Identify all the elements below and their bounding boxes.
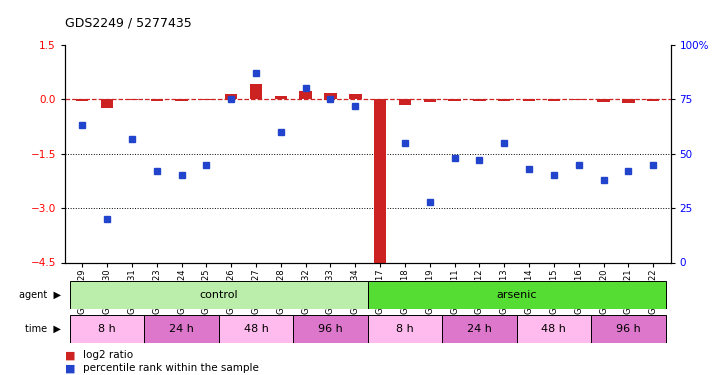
Bar	[523, 99, 535, 101]
Bar	[101, 99, 113, 108]
Bar	[591, 315, 665, 343]
Text: log2 ratio: log2 ratio	[83, 351, 133, 360]
Text: GDS2249 / 5277435: GDS2249 / 5277435	[65, 17, 192, 30]
Bar	[374, 99, 386, 262]
Text: 24 h: 24 h	[169, 324, 194, 334]
Bar	[368, 281, 665, 309]
Text: 8 h: 8 h	[396, 324, 414, 334]
Text: time  ▶: time ▶	[25, 324, 61, 334]
Bar	[70, 315, 144, 343]
Bar	[151, 99, 163, 101]
Bar	[399, 99, 411, 105]
Text: percentile rank within the sample: percentile rank within the sample	[83, 363, 259, 373]
Bar	[349, 94, 361, 99]
Text: 96 h: 96 h	[318, 324, 343, 334]
Bar	[293, 315, 368, 343]
Text: ■: ■	[65, 351, 76, 360]
Bar	[647, 99, 660, 101]
Text: 8 h: 8 h	[98, 324, 116, 334]
Bar	[448, 99, 461, 101]
Bar	[200, 99, 213, 100]
Text: control: control	[200, 290, 238, 300]
Bar	[299, 92, 312, 99]
Bar	[572, 99, 585, 100]
Bar	[70, 281, 368, 309]
Bar	[368, 315, 442, 343]
Bar	[498, 99, 510, 101]
Text: 48 h: 48 h	[244, 324, 268, 334]
Bar	[622, 99, 634, 103]
Text: arsenic: arsenic	[496, 290, 537, 300]
Text: ■: ■	[65, 363, 76, 373]
Bar	[442, 315, 517, 343]
Text: 96 h: 96 h	[616, 324, 641, 334]
Bar	[249, 84, 262, 99]
Bar	[175, 99, 187, 101]
Bar	[76, 99, 89, 101]
Text: agent  ▶: agent ▶	[19, 290, 61, 300]
Bar	[225, 94, 237, 99]
Bar	[548, 99, 560, 101]
Text: 48 h: 48 h	[541, 324, 566, 334]
Bar	[423, 99, 436, 102]
Bar	[473, 99, 486, 101]
Bar	[125, 99, 138, 100]
Text: 24 h: 24 h	[467, 324, 492, 334]
Bar	[597, 99, 610, 102]
Bar	[517, 315, 591, 343]
Bar	[275, 96, 287, 99]
Bar	[218, 315, 293, 343]
Bar	[324, 93, 337, 99]
Bar	[144, 315, 218, 343]
